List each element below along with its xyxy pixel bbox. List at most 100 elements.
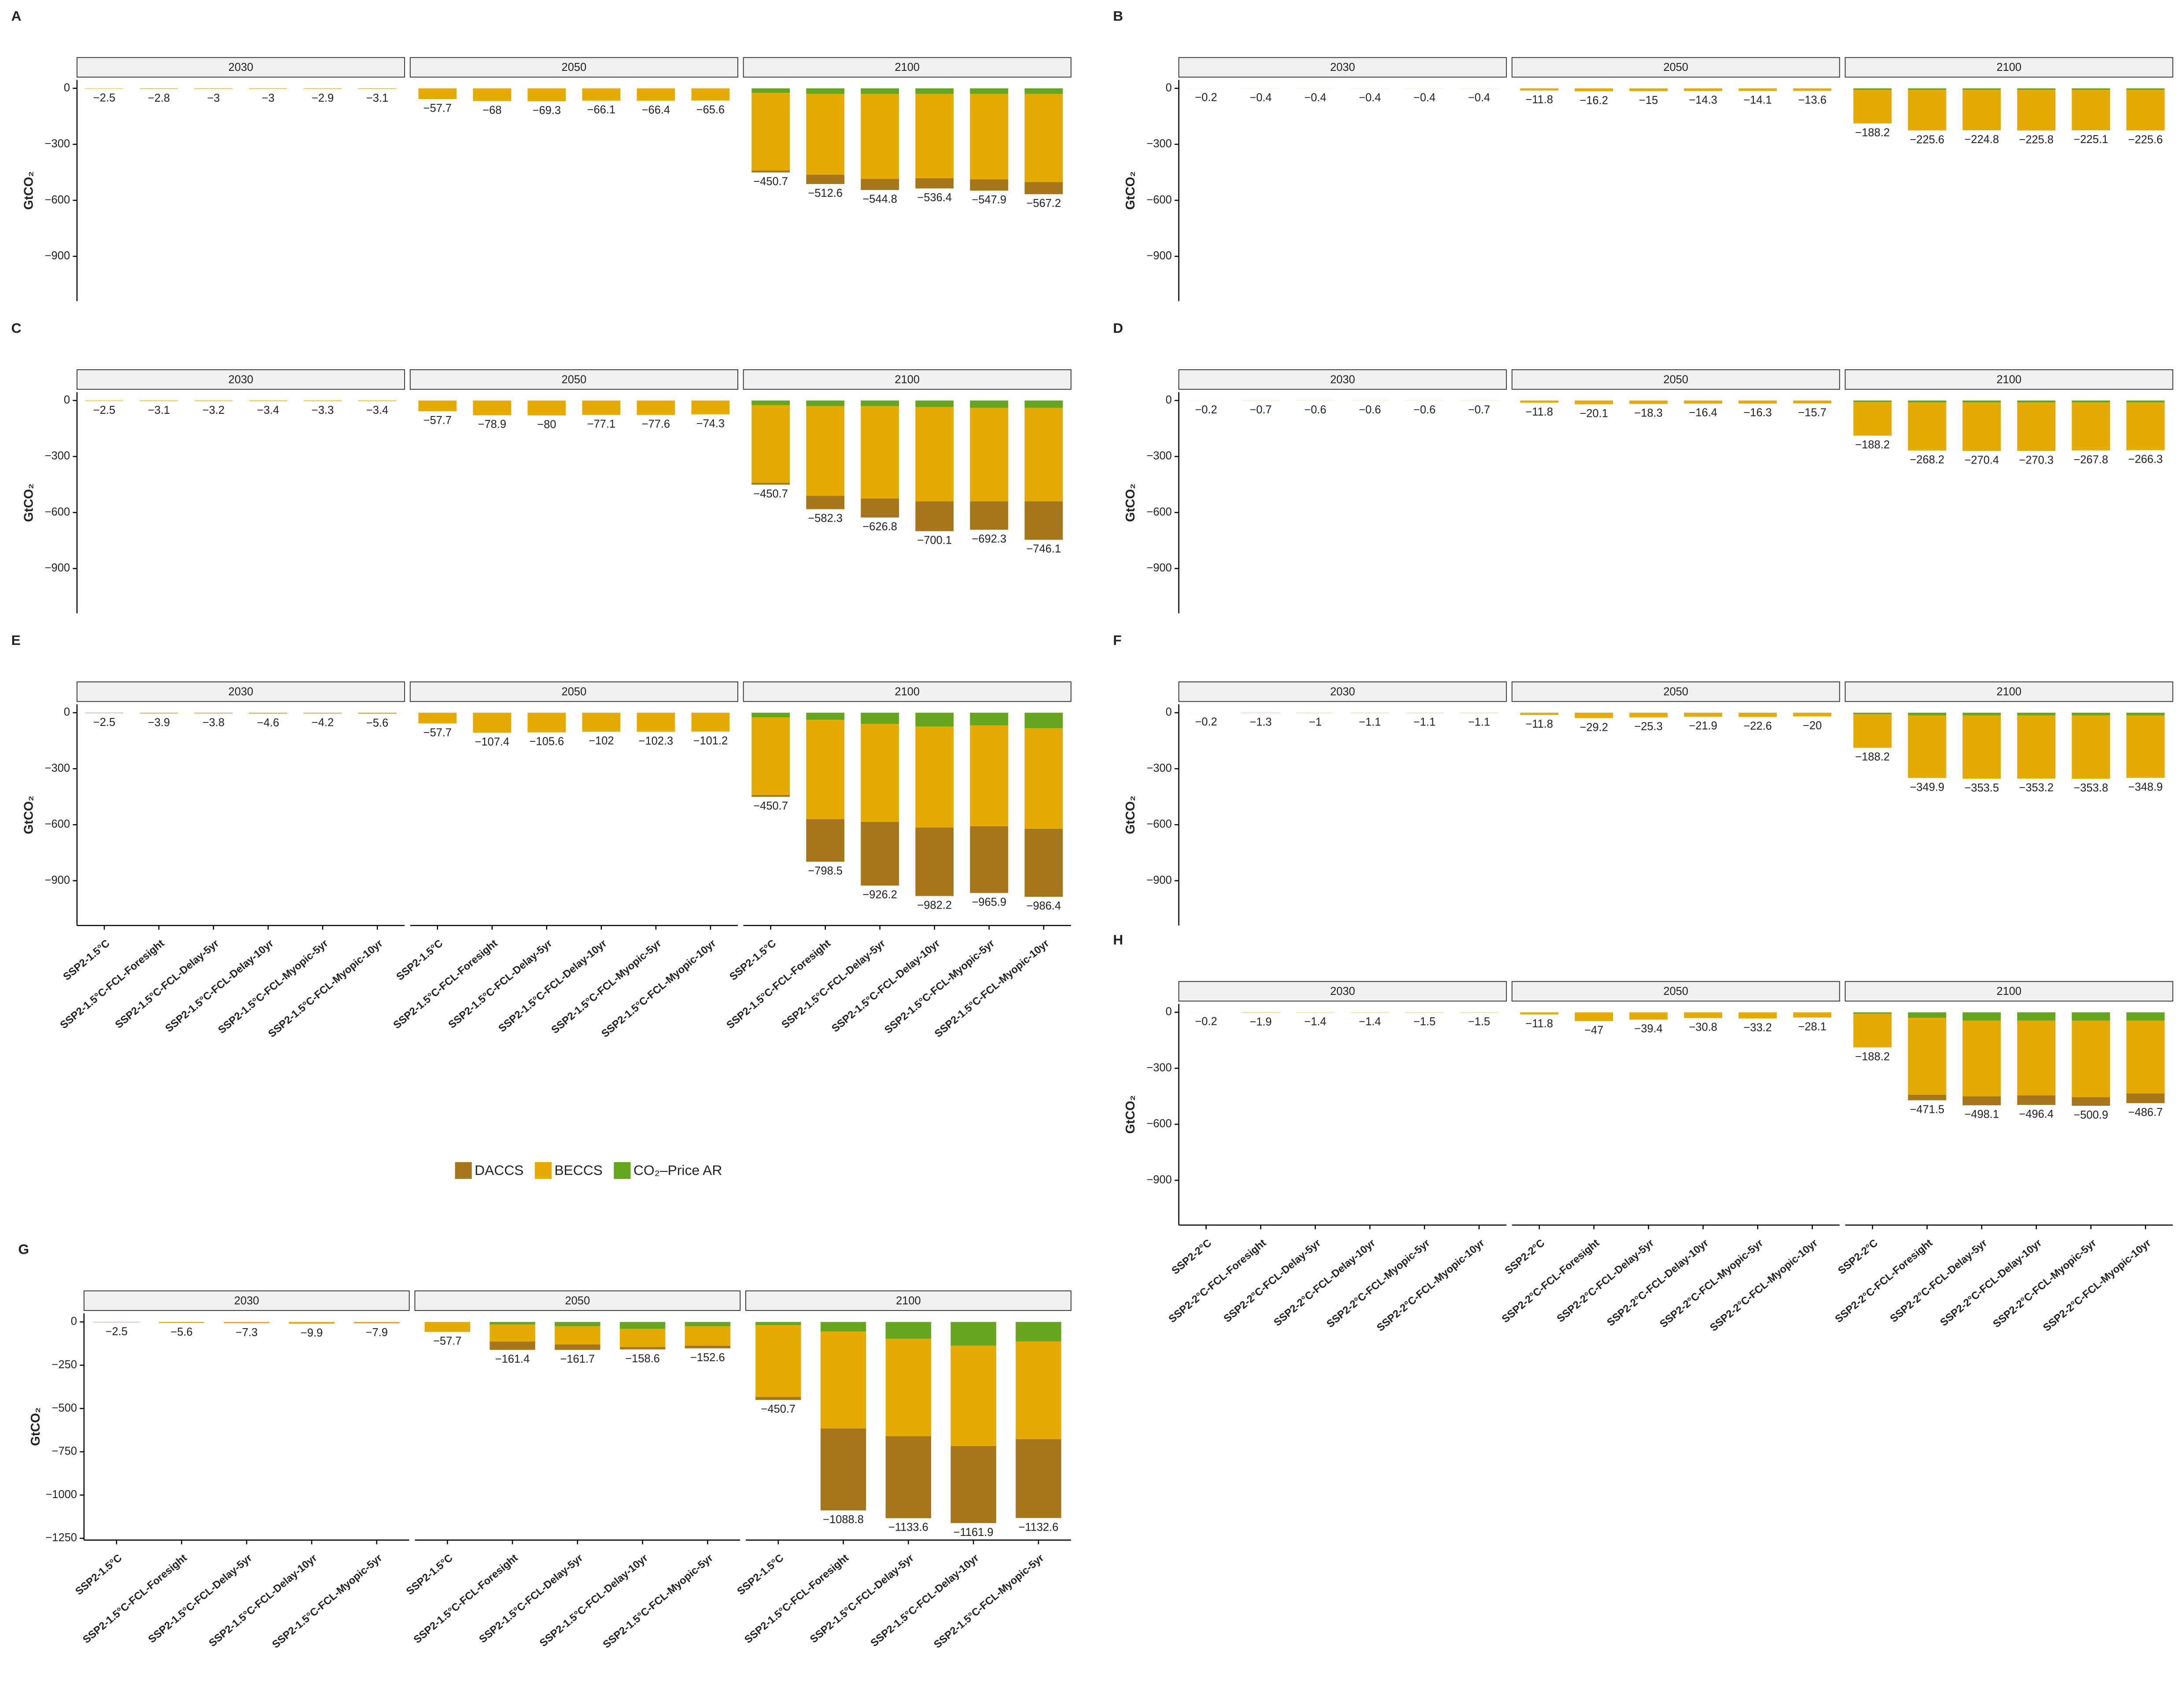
bar-segment [861, 498, 899, 518]
total-label: −1.4 [1359, 1016, 1381, 1028]
total-label: −5.6 [366, 717, 388, 729]
total-label: −66.1 [587, 104, 615, 116]
bar-segment [2017, 90, 2055, 131]
bar-segment [915, 407, 954, 501]
panel-label: A [11, 8, 21, 24]
y-tick-label: −250 [52, 1359, 77, 1371]
facet-title: 2030 [228, 373, 254, 386]
bar-segment [685, 1345, 731, 1348]
total-label: −57.7 [424, 414, 452, 427]
bar-segment [1684, 712, 1723, 717]
facet-title: 2030 [1330, 686, 1355, 698]
panel-label: G [18, 1241, 29, 1257]
total-label: −102.3 [639, 735, 674, 747]
bar-segment [755, 1325, 801, 1397]
bar-segment [751, 795, 790, 797]
bar-segment [2072, 1020, 2110, 1097]
bar-segment [473, 712, 512, 733]
bar-segment [806, 400, 845, 406]
bar-segment [1963, 715, 2001, 779]
bar-segment [582, 400, 621, 415]
y-tick-label: −300 [45, 138, 70, 150]
bar-segment [527, 712, 566, 733]
x-tick-label: SSP2-2°C-FCL-Foresight [1166, 1237, 1268, 1325]
bar-segment [2072, 1012, 2110, 1021]
total-label: −536.4 [917, 191, 952, 204]
total-label: −16.4 [1689, 407, 1717, 419]
facet-strip [1178, 981, 1507, 1002]
bar-segment [582, 712, 621, 732]
total-label: −3.9 [148, 717, 170, 729]
y-tick-label: 0 [71, 1315, 77, 1328]
facet-title: 2100 [896, 1295, 921, 1307]
bar-segment [1629, 1012, 1668, 1020]
x-tick-label: SSP2-1.5°C-FCL-Myopic-10yr [932, 937, 1051, 1040]
facet-title: 2050 [1663, 373, 1688, 386]
bar-segment [637, 400, 675, 415]
x-tick-label: SSP2-2°C-FCL-Delay-10yr [1938, 1237, 2044, 1329]
bar-segment [2017, 715, 2055, 779]
bar-segment [289, 1322, 335, 1324]
y-tick-label: −600 [45, 506, 70, 518]
bar-segment [1793, 88, 1832, 91]
y-tick-label: −1000 [45, 1488, 77, 1501]
total-label: −225.8 [2019, 133, 2054, 146]
total-label: −225.6 [1910, 133, 1945, 146]
total-label: −3 [207, 92, 220, 104]
total-label: −692.3 [972, 533, 1007, 545]
bar-segment [1908, 712, 1946, 716]
bar-segment [490, 1341, 535, 1350]
x-tick-label: SSP2-2°C-FCL-Delay-5yr [1221, 1237, 1323, 1325]
total-label: −1 [1309, 716, 1322, 728]
total-label: −14.1 [1743, 94, 1772, 107]
facet-strip [76, 369, 405, 390]
bar-segment [527, 400, 566, 416]
total-label: −105.6 [530, 736, 564, 748]
bar-segment [2017, 712, 2055, 716]
total-label: −7.9 [366, 1326, 388, 1339]
bar-segment [915, 712, 954, 727]
total-label: −65.6 [696, 103, 725, 116]
y-axis-label: GtCO₂ [1123, 171, 1138, 210]
total-label: −1161.9 [954, 1526, 994, 1539]
bar-segment [751, 400, 790, 405]
x-tick-label: SSP2-1.5°C-FCL-Foresight [81, 1552, 189, 1646]
bar-segment [1793, 712, 1832, 717]
facet-title: 2030 [234, 1295, 259, 1307]
x-tick-label: SSP2-1.5°C-FCL-Delay-5yr [779, 937, 888, 1031]
legend-label: DACCS [475, 1162, 523, 1178]
x-tick-label: SSP2-1.5°C-FCL-Delay-5yr [113, 937, 221, 1031]
total-label: −547.9 [972, 194, 1007, 206]
total-label: −2.5 [106, 1325, 128, 1338]
facet-title: 2050 [1663, 61, 1688, 74]
bar-segment [1629, 88, 1668, 92]
bar-segment [1853, 88, 1892, 90]
bar-segment [970, 408, 1009, 501]
bar-segment [2017, 1095, 2055, 1105]
bar-segment [1853, 1012, 1892, 1014]
facet-title: 2030 [1330, 61, 1355, 74]
total-label: −0.4 [1250, 92, 1272, 104]
total-label: −498.1 [1964, 1108, 1999, 1121]
y-tick-label: 0 [64, 81, 70, 94]
x-tick-label: SSP2-1.5°C-FCL-Delay-5yr [446, 937, 554, 1031]
bar-segment [140, 712, 178, 714]
bar-segment [915, 178, 954, 189]
total-label: −0.2 [1195, 1016, 1217, 1028]
bar-segment [1908, 400, 1946, 403]
x-tick-label: SSP2-1.5°C-FCL-Delay-10yr [206, 1552, 319, 1649]
bar-segment [751, 405, 790, 483]
y-tick-label: −600 [1146, 818, 1171, 830]
bar-segment [1963, 88, 2001, 90]
y-tick-label: −900 [1146, 250, 1171, 262]
y-tick-label: −600 [1146, 1118, 1171, 1130]
total-label: −0.6 [1359, 404, 1381, 416]
total-label: −57.7 [424, 102, 452, 114]
y-axis-label: GtCO₂ [1123, 483, 1138, 522]
x-tick-label: SSP2-1.5°C [394, 937, 445, 983]
x-tick-label: SSP2-1.5°C [61, 937, 112, 983]
total-label: −33.2 [1743, 1022, 1772, 1034]
bar-segment [861, 712, 899, 724]
bar-segment [1629, 400, 1668, 404]
total-label: −349.9 [1910, 781, 1945, 793]
